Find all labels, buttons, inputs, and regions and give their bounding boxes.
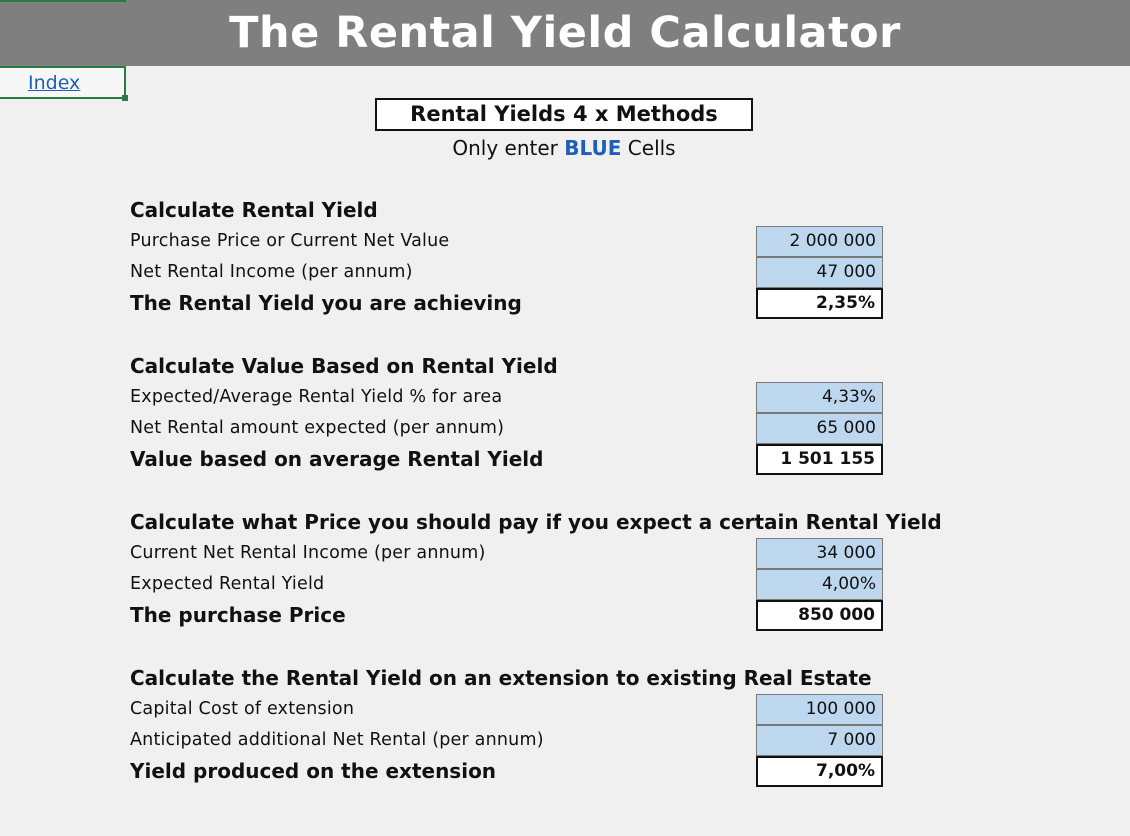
row-additional-net-rental: Anticipated additional Net Rental (per a… <box>130 725 754 756</box>
row-label: Net Rental Income (per annum) <box>130 262 413 282</box>
section-heading: Calculate Value Based on Rental Yield <box>130 354 558 378</box>
row-label: Expected/Average Rental Yield % for area <box>130 387 503 407</box>
index-link[interactable]: Index <box>28 72 81 94</box>
rental-yield-result-cell[interactable]: 2,35% <box>756 288 883 319</box>
row-rental-yield-result: The Rental Yield you are achieving <box>130 288 754 319</box>
row-label: Expected Rental Yield <box>130 574 325 594</box>
net-rental-income-input[interactable]: 47 000 <box>756 257 883 288</box>
blue-cells-instruction: Only enter BLUE Cells <box>375 134 753 162</box>
row-label: Yield produced on the extension <box>130 759 497 783</box>
instruction-highlight: BLUE <box>564 136 622 160</box>
instruction-suffix: Cells <box>621 136 676 160</box>
row-net-rental-income: Net Rental Income (per annum) <box>130 257 754 288</box>
purchase-price-input[interactable]: 2 000 000 <box>756 226 883 257</box>
row-value-result: Value based on average Rental Yield <box>130 444 754 475</box>
extension-yield-result-cell[interactable]: 7,00% <box>756 756 883 787</box>
instruction-prefix: Only enter <box>452 136 565 160</box>
row-current-net-rental: Current Net Rental Income (per annum) <box>130 538 754 569</box>
section-heading: Calculate the Rental Yield on an extensi… <box>130 666 872 690</box>
row-label: The Rental Yield you are achieving <box>130 291 522 315</box>
expected-rental-yield-input[interactable]: 4,00% <box>756 569 883 600</box>
current-net-rental-input[interactable]: 34 000 <box>756 538 883 569</box>
calculator-title: The Rental Yield Calculator <box>0 0 1130 66</box>
row-label: Purchase Price or Current Net Value <box>130 231 450 251</box>
selection-top-accent <box>0 0 126 2</box>
row-purchase-price: Purchase Price or Current Net Value <box>130 226 754 257</box>
row-label: Value based on average Rental Yield <box>130 447 544 471</box>
additional-net-rental-input[interactable]: 7 000 <box>756 725 883 756</box>
methods-title-box: Rental Yields 4 x Methods <box>375 98 753 131</box>
row-expected-yield: Expected/Average Rental Yield % for area <box>130 382 754 413</box>
capital-cost-input[interactable]: 100 000 <box>756 694 883 725</box>
row-capital-cost: Capital Cost of extension <box>130 694 754 725</box>
row-label: The purchase Price <box>130 603 346 627</box>
row-label: Anticipated additional Net Rental (per a… <box>130 730 544 750</box>
row-expected-rental-yield: Expected Rental Yield <box>130 569 754 600</box>
expected-yield-input[interactable]: 4,33% <box>756 382 883 413</box>
value-result-cell[interactable]: 1 501 155 <box>756 444 883 475</box>
row-label: Capital Cost of extension <box>130 699 355 719</box>
section-heading: Calculate Rental Yield <box>130 198 378 222</box>
purchase-price-result-cell[interactable]: 850 000 <box>756 600 883 631</box>
row-label: Net Rental amount expected (per annum) <box>130 418 505 438</box>
section-heading: Calculate what Price you should pay if y… <box>130 510 942 534</box>
row-net-rental-expected: Net Rental amount expected (per annum) <box>130 413 754 444</box>
row-extension-yield-result: Yield produced on the extension <box>130 756 754 787</box>
row-purchase-price-result: The purchase Price <box>130 600 754 631</box>
net-rental-expected-input[interactable]: 65 000 <box>756 413 883 444</box>
row-label: Current Net Rental Income (per annum) <box>130 543 486 563</box>
selected-cell-index[interactable]: Index <box>0 66 128 101</box>
